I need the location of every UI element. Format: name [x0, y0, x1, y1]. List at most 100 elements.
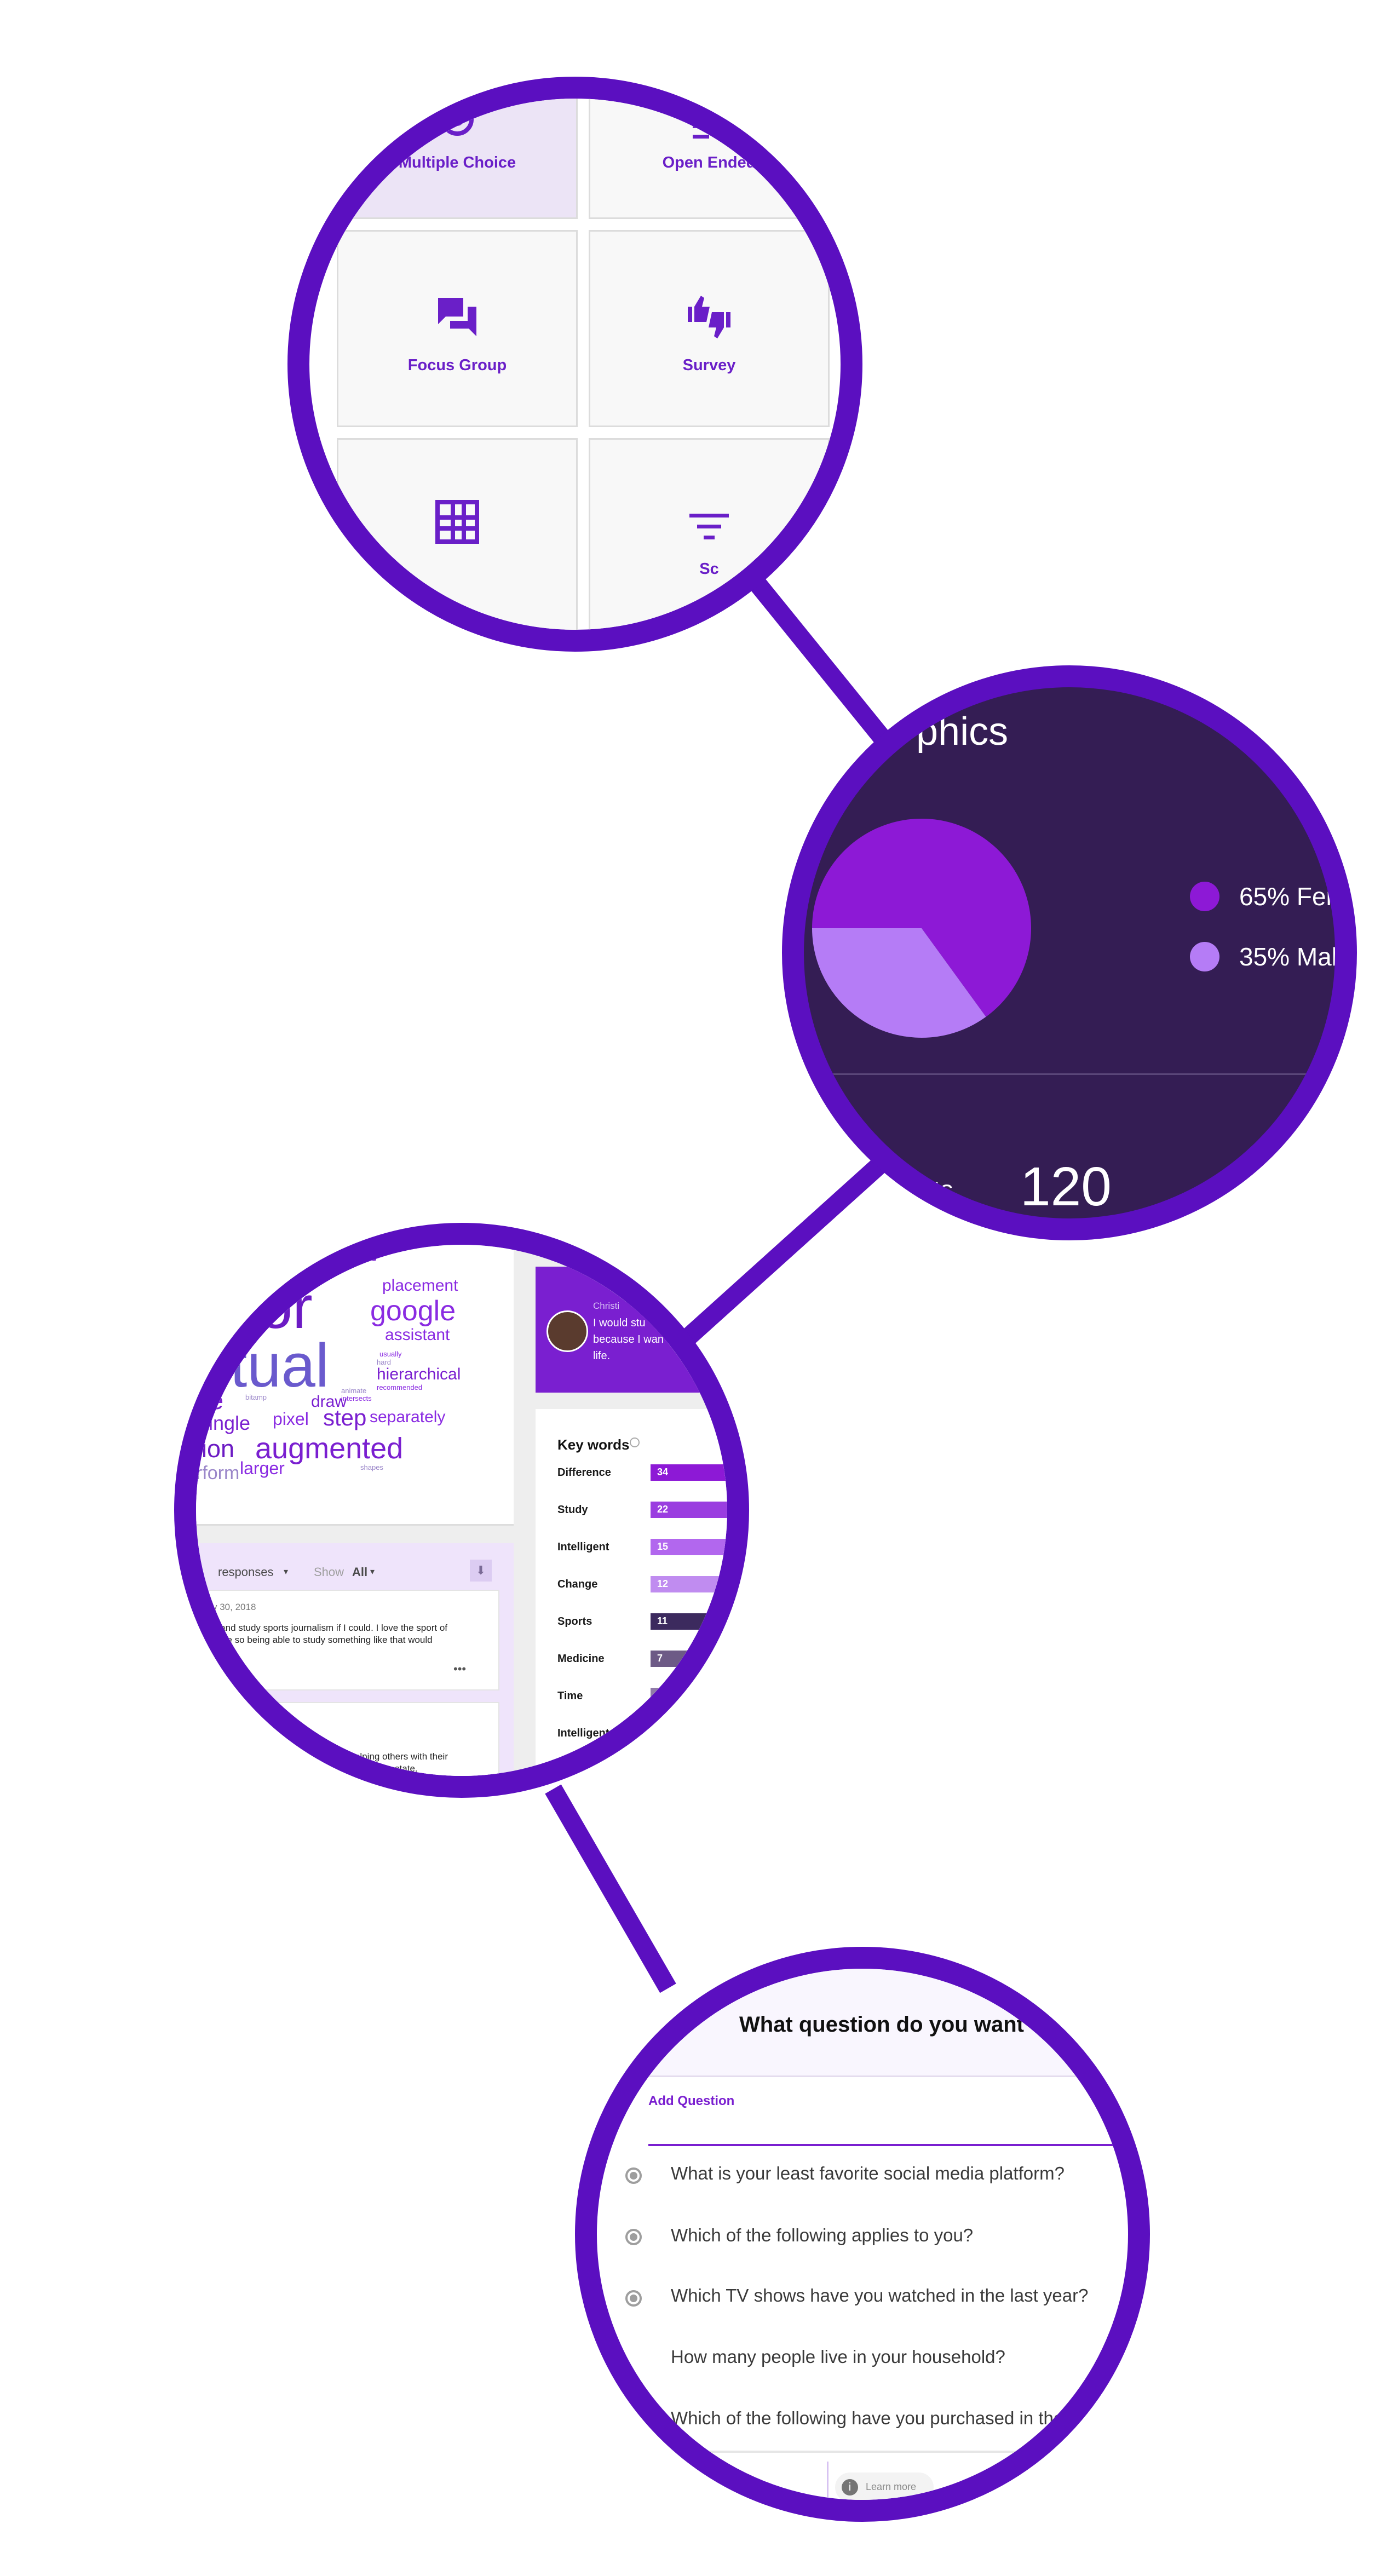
tile-multiple-choice[interactable]: Multiple Choice [337, 99, 578, 219]
responses-panel: responses ▾ Show All ▾ ⬇ v 30, 2018 e an… [196, 1543, 514, 1793]
word-cloud-word: bitamp [245, 1393, 267, 1401]
add-question-dialog: What question do you want Add Question W… [575, 1947, 1150, 2522]
question-radio[interactable] [625, 2167, 642, 2184]
question-option[interactable]: What is your least favorite social media… [671, 2163, 1065, 2183]
footer-separator [827, 2462, 829, 2500]
keyword-label: Study [557, 1504, 588, 1516]
word-cloud-word: recommended [377, 1383, 423, 1392]
word-cloud-word: placement [382, 1277, 458, 1295]
keyword-bar: 22 [651, 1502, 727, 1518]
word-cloud-word: google [370, 1295, 456, 1327]
question-list-divider [597, 2451, 1128, 2453]
tile-label: Sc [699, 560, 719, 578]
question-radio[interactable] [625, 2290, 642, 2307]
response-text: e and study sports journalism if I could… [212, 1623, 447, 1633]
tile-focus-group[interactable]: Focus Group [337, 230, 578, 427]
word-cloud-word: hierarchical [377, 1365, 461, 1383]
question-option[interactable]: Which of the following applies to you? [671, 2225, 974, 2245]
add-question-label: Add Question [648, 2094, 735, 2108]
keyword-label: Intelli [557, 1764, 586, 1776]
keyword-count: 6 [657, 1690, 663, 1701]
question-option[interactable]: How many people live in your household? [671, 2347, 1005, 2367]
legend-label-male: 35% Mal [1239, 942, 1337, 971]
word-cloud-word: separately [370, 1408, 446, 1426]
pie-slice-male [812, 928, 986, 1038]
word-cloud-word: assistant [385, 1326, 450, 1344]
learn-more-label: Learn more [866, 2481, 917, 2492]
tile-label: Focus Group [407, 357, 507, 374]
question-option[interactable]: Which of the following have you purchase… [671, 2408, 1089, 2428]
word-cloud-word: animate [341, 1387, 367, 1395]
keyword-bar: 11 [651, 1613, 727, 1630]
respondent-name: Christi [593, 1301, 620, 1311]
tile-open-ended[interactable]: Open Ended [589, 99, 830, 219]
word-cloud-card: a placement or google assistant irtual u… [196, 1245, 514, 1526]
response-date: v 30, 2018 [212, 1602, 256, 1612]
keyword-label: Sports [557, 1615, 592, 1628]
tile-label: Survey [682, 357, 736, 374]
keyword-label: Medicine [557, 1653, 605, 1665]
featured-response-banner: Christi I would stu because I wan life. [536, 1267, 727, 1393]
keyword-bar: 15 [651, 1539, 727, 1555]
divider [804, 1073, 1335, 1075]
show-label: Show [314, 1565, 344, 1579]
radio-button-icon [338, 100, 576, 141]
more-options-icon[interactable]: ••• [453, 1780, 467, 1793]
tile-label: Multiple Choice [398, 154, 516, 171]
word-cloud-word: step [323, 1405, 367, 1430]
participants-count: 120 [1020, 1156, 1112, 1217]
show-filter-dropdown[interactable]: All [352, 1565, 368, 1579]
word-cloud-word: usually [379, 1350, 402, 1358]
response-text: sn't supported by my state. [307, 1763, 418, 1774]
word-cloud-word: or [259, 1274, 313, 1341]
word-cloud-word: irtual [196, 1331, 329, 1400]
legend-dot-male [1190, 942, 1219, 971]
word-cloud-word: ion [202, 1435, 235, 1463]
legend-dot-female [1190, 882, 1219, 911]
info-icon[interactable] [630, 1438, 640, 1447]
more-options-icon[interactable]: ••• [453, 1662, 467, 1676]
keyword-bar: 6 [651, 1688, 727, 1704]
response-card[interactable]: v 30, 2018 e and study sports journalism… [196, 1590, 499, 1691]
thumbs-up-down-icon [590, 295, 828, 342]
dialog-header: What question do you want [597, 1969, 1128, 2077]
participants-label: pants [891, 1175, 953, 1204]
chat-bubbles-icon [338, 295, 576, 342]
response-card[interactable]: tness and helping others with their sn't… [196, 1702, 499, 1793]
response-excerpt: life. [593, 1350, 611, 1362]
word-cloud-word: re [202, 1387, 224, 1415]
tile-grid[interactable] [337, 438, 578, 630]
tile-scale[interactable]: Sc [589, 438, 830, 630]
average-label: Av [1209, 1175, 1238, 1204]
keyword-count: 22 [657, 1504, 669, 1515]
add-question-input[interactable] [648, 2117, 1128, 2146]
response-excerpt: I would stu [593, 1317, 646, 1329]
chevron-down-icon: ▾ [284, 1567, 289, 1577]
keyword-count: 7 [657, 1653, 663, 1664]
keyword-label: Time [557, 1690, 583, 1702]
download-icon[interactable]: ⬇ [470, 1560, 492, 1582]
keyword-bar: 7 [651, 1651, 727, 1667]
keyword-bar: 12 [651, 1576, 727, 1592]
question-option[interactable]: Which TV shows have you watched in the l… [671, 2285, 1089, 2305]
word-cloud-word: hard [377, 1358, 392, 1366]
demographics-title: phics [916, 710, 1009, 754]
keyword-count: 11 [657, 1615, 668, 1626]
word-cloud-word: single [199, 1412, 251, 1434]
learn-more-chip[interactable]: i Learn more [835, 2473, 934, 2500]
keyword-bar [651, 1725, 727, 1741]
keyword-label: Intelligent [557, 1541, 609, 1553]
question-radio[interactable] [625, 2229, 642, 2245]
info-icon: i [842, 2479, 858, 2496]
dialog-heading: What question do you want [739, 2013, 1024, 2037]
responses-sort-dropdown[interactable]: responses [218, 1565, 274, 1579]
word-cloud-word: draw [311, 1393, 347, 1411]
tile-label: Open Ended [662, 154, 756, 171]
new-group-link[interactable]: w group [693, 2479, 761, 2499]
grid-icon [338, 500, 576, 547]
pie-slice-female [812, 819, 1031, 1017]
demographics-card: phics 65% Fer 35% Mal pants 120 Av [782, 665, 1357, 1240]
word-cloud-word: pixel [273, 1409, 309, 1429]
keyword-bar: 34 [651, 1464, 727, 1481]
tile-survey[interactable]: Survey [589, 230, 830, 427]
